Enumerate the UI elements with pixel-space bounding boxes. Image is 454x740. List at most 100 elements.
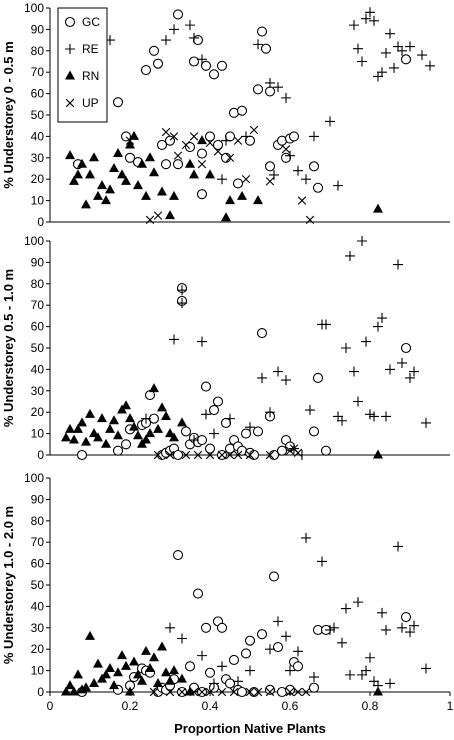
- point-re: [409, 366, 419, 377]
- y-tick-label: 50: [31, 108, 45, 122]
- point-gc: [256, 327, 268, 339]
- y-tick-label: 80: [31, 277, 45, 291]
- point-re: [209, 678, 219, 689]
- point-re: [301, 532, 311, 543]
- point-rn: [169, 190, 179, 200]
- point-rn: [225, 195, 235, 205]
- point-up: [205, 450, 215, 460]
- point-gc: [208, 69, 220, 80]
- point-rn: [221, 212, 231, 222]
- point-gc: [196, 148, 208, 159]
- point-gc: [252, 84, 264, 95]
- point-gc: [236, 686, 248, 698]
- x-tick-label: 0.4: [202, 699, 219, 713]
- point-re: [297, 450, 307, 460]
- point-rn: [113, 148, 123, 158]
- point-re: [321, 319, 331, 330]
- point-re: [273, 82, 283, 93]
- x-tick-label: 0: [47, 699, 54, 713]
- point-re: [357, 236, 367, 246]
- point-gc: [236, 105, 248, 116]
- point-rn: [65, 423, 75, 433]
- point-rn: [133, 669, 143, 679]
- point-re: [273, 616, 283, 627]
- y-tick-label: 100: [24, 1, 44, 15]
- point-gc: [148, 45, 160, 56]
- point-re: [385, 28, 395, 39]
- point-up: [193, 450, 203, 460]
- point-re: [397, 45, 407, 56]
- y-tick-label: 70: [31, 298, 45, 312]
- point-re: [241, 131, 251, 142]
- point-rn: [177, 417, 187, 427]
- point-re: [293, 646, 303, 657]
- point-rn: [169, 665, 179, 675]
- series-rn: [65, 130, 383, 222]
- y-tick-label: 60: [31, 320, 45, 334]
- legend-marker-up: [65, 98, 75, 108]
- point-rn: [117, 169, 127, 179]
- point-gc: [240, 428, 252, 439]
- panel-1: 0 10 20 30 40 50 60 70 80 90 100 % Understorey 0 - …: [1, 1, 450, 229]
- point-up: [265, 177, 275, 186]
- point-re: [337, 637, 347, 648]
- y-tick-label: 70: [31, 535, 45, 549]
- x-axis-label: Proportion Native Plants: [174, 721, 326, 736]
- point-rn: [93, 658, 103, 668]
- point-rn: [253, 195, 263, 205]
- point-re: [381, 624, 391, 635]
- point-rn: [109, 163, 119, 172]
- point-gc: [400, 612, 412, 623]
- point-gc: [248, 686, 260, 698]
- point-re: [397, 622, 407, 633]
- point-rn: [145, 428, 155, 438]
- point-rn: [157, 402, 167, 412]
- point-rn: [129, 421, 139, 431]
- point-gc: [264, 684, 276, 695]
- series-rn: [61, 383, 383, 459]
- series-gc: [72, 9, 412, 200]
- point-up: [293, 687, 303, 697]
- point-re: [189, 435, 199, 446]
- point-re: [269, 169, 279, 180]
- point-rn: [145, 662, 155, 672]
- y-tick-label: 20: [31, 642, 45, 656]
- point-re: [405, 627, 415, 638]
- point-re: [333, 180, 343, 191]
- point-re: [265, 644, 275, 655]
- point-gc: [172, 9, 184, 20]
- point-up: [149, 687, 159, 697]
- point-rn: [113, 430, 123, 440]
- point-re: [281, 631, 291, 642]
- point-up: [305, 215, 315, 225]
- point-re: [265, 407, 275, 418]
- x-tick-label: 0.6: [282, 699, 299, 713]
- point-re: [305, 405, 315, 416]
- y-tick-label: 10: [31, 194, 45, 208]
- point-re: [225, 413, 235, 424]
- point-gc: [120, 439, 132, 450]
- point-re: [273, 366, 283, 377]
- point-gc: [172, 549, 184, 561]
- point-re: [369, 411, 379, 422]
- point-re: [141, 413, 151, 424]
- point-up: [153, 211, 163, 220]
- point-re: [349, 20, 359, 31]
- point-re: [301, 174, 311, 185]
- point-re: [361, 13, 371, 24]
- point-gc: [276, 445, 288, 456]
- point-re: [177, 298, 187, 309]
- y-tick-label: 20: [31, 405, 45, 419]
- point-re: [425, 60, 435, 71]
- point-rn: [161, 667, 171, 677]
- point-re: [353, 597, 363, 608]
- point-rn: [237, 190, 247, 200]
- point-rn: [77, 417, 87, 427]
- x-tick-label: 0.8: [362, 699, 379, 713]
- point-rn: [373, 203, 383, 213]
- point-re: [341, 343, 351, 353]
- y-tick-label: 0: [37, 685, 44, 699]
- y-tick-label: 50: [31, 578, 45, 592]
- point-re: [177, 285, 187, 296]
- point-re: [341, 603, 351, 614]
